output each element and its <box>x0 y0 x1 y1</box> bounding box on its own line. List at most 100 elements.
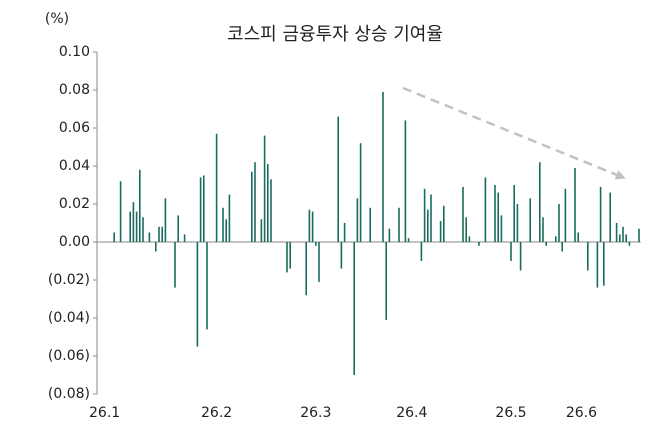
x-tick-label: 26.4 <box>396 405 427 421</box>
bar <box>260 219 263 242</box>
bar <box>561 242 563 252</box>
bar <box>427 209 429 242</box>
bar <box>468 236 471 242</box>
bar <box>129 211 131 242</box>
bar <box>494 185 496 242</box>
bar <box>385 242 387 320</box>
y-tick-label: 0.04 <box>59 158 90 174</box>
bar <box>164 198 167 242</box>
chart-title: 코스피 금융투자 상승 기여율 <box>227 24 443 45</box>
bar <box>337 116 339 242</box>
bar <box>308 209 311 242</box>
y-tick-label: 0.08 <box>59 82 90 98</box>
bar <box>404 120 407 242</box>
bar <box>158 226 160 242</box>
y-tick-label: (0.04) <box>48 310 90 326</box>
bar <box>478 242 480 246</box>
bar <box>132 202 135 242</box>
bar <box>622 226 624 242</box>
bar <box>465 217 467 242</box>
y-tick-label: 0.06 <box>59 120 90 136</box>
bar <box>619 234 621 242</box>
bar <box>196 242 199 347</box>
bar <box>462 186 464 242</box>
x-tick-label: 26.5 <box>495 405 526 421</box>
bar <box>315 242 317 246</box>
bar <box>599 186 602 242</box>
bar <box>270 179 272 242</box>
bar <box>161 226 163 242</box>
bar <box>574 167 576 242</box>
bar <box>318 242 320 282</box>
bar <box>430 194 432 242</box>
bar <box>353 242 355 375</box>
y-tick-label: 0.00 <box>59 234 90 250</box>
bar <box>510 242 512 261</box>
bar <box>519 242 522 271</box>
bar <box>135 211 138 242</box>
bar <box>625 234 627 242</box>
x-tick-label: 26.1 <box>89 405 120 421</box>
bar <box>369 207 371 242</box>
bar <box>254 162 256 242</box>
bar <box>603 242 605 286</box>
bar <box>177 215 179 242</box>
bar <box>439 221 442 242</box>
bar <box>155 242 157 252</box>
bar <box>251 171 253 242</box>
bar <box>545 242 547 246</box>
bar <box>174 242 176 288</box>
bar <box>529 198 531 242</box>
bar <box>263 135 266 242</box>
bar <box>142 217 144 242</box>
bar <box>267 164 269 242</box>
bar <box>183 234 186 242</box>
y-tick-label: (0.06) <box>48 348 90 364</box>
bar <box>407 238 410 242</box>
bar <box>542 217 544 242</box>
bar <box>222 207 224 242</box>
bar <box>228 194 231 242</box>
bar <box>286 242 288 273</box>
bar <box>497 192 499 242</box>
bar <box>203 175 205 242</box>
bar <box>356 198 359 242</box>
bar <box>615 223 618 242</box>
bar <box>596 242 599 288</box>
bar <box>340 242 343 269</box>
bar <box>516 204 519 242</box>
x-tick-label: 26.6 <box>566 405 597 421</box>
bar <box>343 223 346 242</box>
bar <box>638 228 640 242</box>
bar <box>443 205 445 242</box>
y-tick-label: 0.10 <box>59 44 90 60</box>
bar <box>423 188 426 242</box>
bar <box>388 228 391 242</box>
bar <box>305 242 307 296</box>
bar <box>139 169 141 242</box>
bar <box>382 91 384 243</box>
bar <box>513 185 515 242</box>
bar <box>558 204 560 242</box>
bar <box>289 242 291 269</box>
bar <box>311 211 314 242</box>
bar <box>628 242 631 246</box>
x-tick-label: 26.3 <box>300 405 331 421</box>
y-tick-label: (0.02) <box>48 272 90 288</box>
bar <box>398 207 400 242</box>
bar <box>199 177 202 242</box>
y-tick-label: 0.02 <box>59 196 90 212</box>
bar <box>577 232 579 242</box>
y-axis-label: (%) <box>45 11 69 27</box>
x-tick-label: 26.2 <box>201 405 232 421</box>
bar <box>420 242 423 261</box>
bar <box>119 181 122 242</box>
bar <box>206 242 208 330</box>
bar <box>500 215 503 242</box>
bar <box>539 162 541 242</box>
bar <box>587 242 589 271</box>
bar <box>555 236 557 242</box>
bar <box>113 232 115 242</box>
trend-arrow <box>402 86 626 180</box>
